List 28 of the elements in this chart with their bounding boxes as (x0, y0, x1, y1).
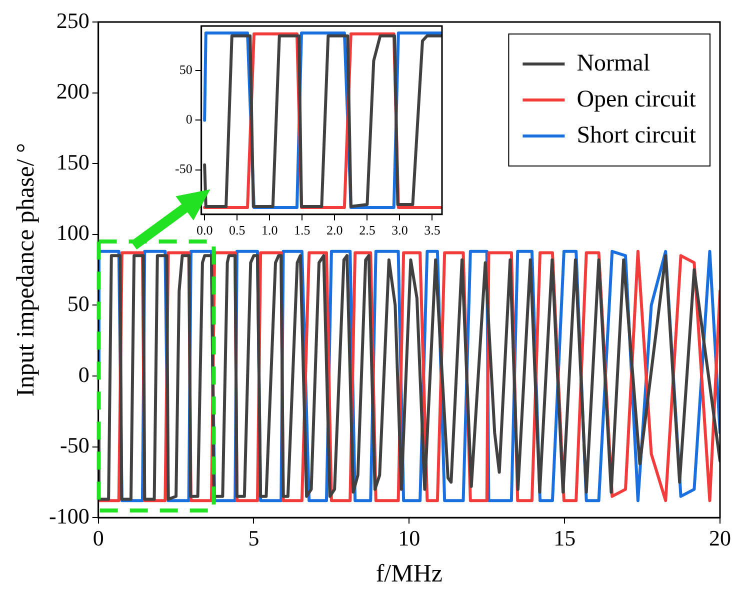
x-tick-label: 2.5 (359, 222, 376, 238)
x-tick-label: 10 (398, 526, 420, 551)
y-axis-title: Input impedance phase/ ° (12, 142, 40, 397)
x-tick-label: 3.0 (392, 222, 408, 238)
y-tick-label: -50 (174, 161, 192, 176)
y-tick-label: -50 (60, 432, 90, 458)
x-tick-label: 1.0 (262, 222, 278, 238)
x-axis-title: f/MHz (376, 560, 442, 588)
x-tick-label: 3.5 (424, 222, 440, 238)
legend-label: Normal (576, 50, 650, 76)
y-tick-label: -100 (49, 503, 90, 528)
x-tick-label: 20 (709, 526, 731, 551)
y-tick-label: 150 (56, 149, 90, 174)
x-tick-label: 2.0 (326, 222, 343, 238)
x-tick-label: 0.5 (228, 222, 246, 238)
legend-label: Open circuit (576, 86, 696, 112)
legend-label: Short circuit (576, 122, 696, 148)
x-tick-label: 1.5 (294, 222, 310, 238)
y-tick-label: 100 (56, 220, 90, 246)
x-tick-label: 0.0 (196, 222, 213, 238)
y-tick-label: 50 (67, 290, 90, 316)
x-tick-label: 5 (248, 526, 260, 551)
y-tick-label: 0 (78, 362, 90, 387)
y-tick-label: 200 (56, 78, 90, 104)
y-tick-label: 50 (179, 62, 192, 78)
y-tick-label: 0 (186, 112, 192, 127)
x-tick-label: 15 (554, 526, 576, 551)
y-tick-label: 250 (56, 8, 90, 33)
